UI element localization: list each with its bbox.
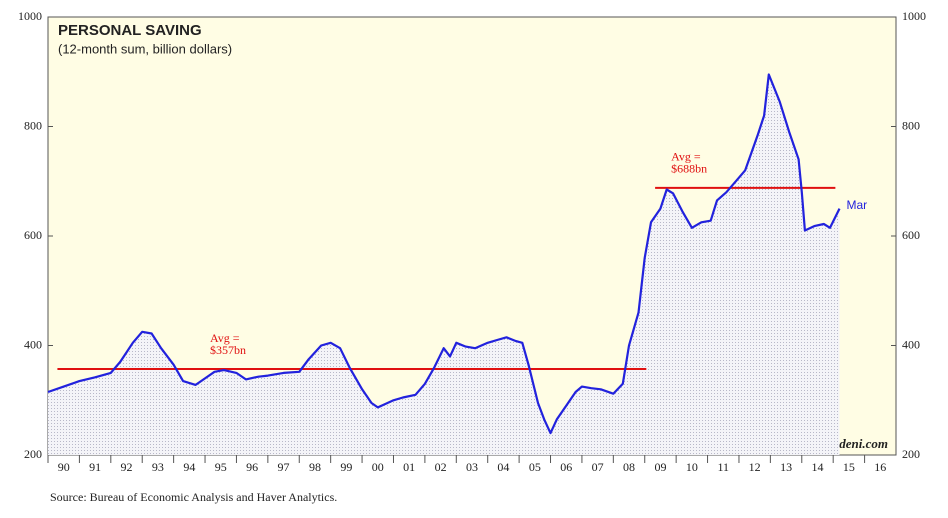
- x-tick-label: 15: [843, 460, 855, 474]
- y2-tick-label: 600: [902, 228, 920, 242]
- x-tick-label: 97: [278, 460, 290, 474]
- average-label: Avg =: [210, 331, 240, 345]
- y-tick-label: 200: [24, 447, 42, 461]
- y2-tick-label: 1000: [902, 9, 926, 23]
- source: Source: Bureau of Economic Analysis and …: [50, 490, 337, 504]
- x-tick-label: 02: [435, 460, 447, 474]
- y-tick-label: 1000: [18, 9, 42, 23]
- x-tick-label: 93: [152, 460, 164, 474]
- y-tick-label: 800: [24, 118, 42, 132]
- y2-tick-label: 800: [902, 118, 920, 132]
- y2-tick-label: 400: [902, 337, 920, 351]
- x-tick-label: 08: [623, 460, 635, 474]
- average-label: $688bn: [671, 162, 707, 176]
- x-tick-label: 95: [215, 460, 227, 474]
- line: [47, 73, 841, 435]
- chart-title: PERSONAL SAVING: [58, 22, 202, 39]
- y-tick-label: 400: [24, 337, 42, 351]
- area: [48, 74, 840, 455]
- x-tick-label: 09: [654, 460, 666, 474]
- x-tick-label: 01: [403, 460, 415, 474]
- end-label: Mar: [846, 198, 867, 212]
- chart-subtitle: (12-month sum, billion dollars): [58, 41, 232, 56]
- x-tick-label: 07: [592, 460, 604, 474]
- x-tick-label: 94: [183, 460, 195, 474]
- x-tick-label: 10: [686, 460, 698, 474]
- x-tick-label: 98: [309, 460, 321, 474]
- x-tick-label: 92: [121, 460, 133, 474]
- x-tick-label: 11: [717, 460, 729, 474]
- x-tick-label: 05: [529, 460, 541, 474]
- average-label: $357bn: [210, 343, 246, 357]
- y2-tick-label: 200: [902, 447, 920, 461]
- y-tick-label: 600: [24, 228, 42, 242]
- x-tick-label: 06: [560, 460, 572, 474]
- x-tick-label: 16: [874, 460, 886, 474]
- x-tick-label: 14: [811, 460, 823, 474]
- x-tick-label: 96: [246, 460, 258, 474]
- x-tick-label: 12: [749, 460, 761, 474]
- x-tick-label: 00: [372, 460, 384, 474]
- average-label: Avg =: [671, 150, 701, 164]
- x-tick-label: 13: [780, 460, 792, 474]
- x-tick-label: 99: [340, 460, 352, 474]
- x-tick-label: 90: [58, 460, 70, 474]
- x-tick-label: 91: [89, 460, 101, 474]
- x-tick-label: 04: [497, 460, 509, 474]
- x-tick-label: 03: [466, 460, 478, 474]
